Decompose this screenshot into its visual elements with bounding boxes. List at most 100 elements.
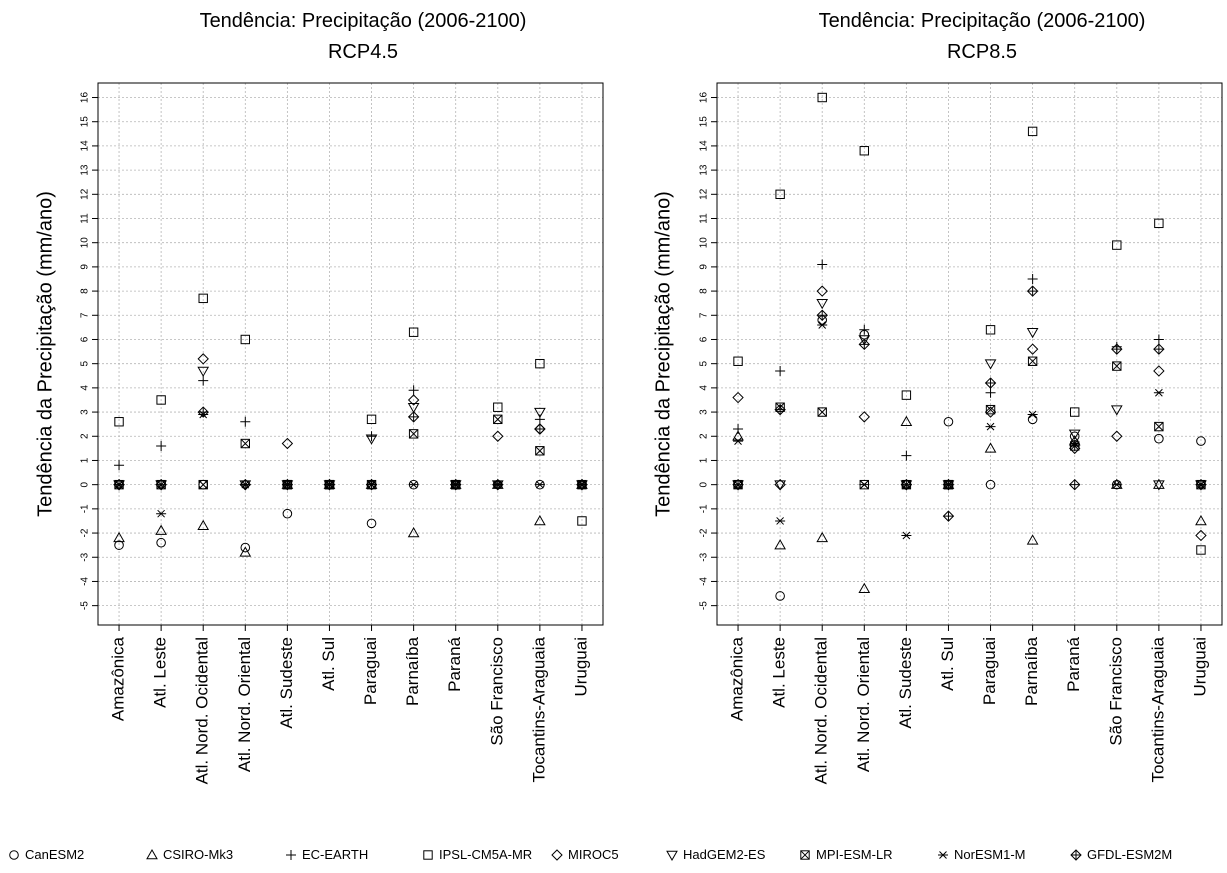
data-point bbox=[407, 527, 420, 538]
y-tick-label: -5 bbox=[699, 601, 710, 610]
data-point bbox=[492, 430, 504, 442]
plot-frame bbox=[97, 82, 604, 626]
data-point bbox=[240, 438, 250, 449]
y-tick-label: 5 bbox=[80, 360, 91, 366]
y-tick-label: -1 bbox=[80, 504, 91, 513]
chart-panel-0: Tendência: Precipitação (2006-2100) RCP4.… bbox=[34, 10, 604, 784]
y-tick-label: 0 bbox=[699, 481, 710, 487]
data-point bbox=[365, 434, 378, 445]
data-point bbox=[113, 478, 125, 491]
data-point bbox=[1026, 285, 1039, 297]
data-point bbox=[156, 395, 166, 405]
y-tick-label: 8 bbox=[699, 288, 710, 294]
legend-label: MPI-ESM-LR bbox=[816, 847, 893, 862]
data-point bbox=[859, 324, 870, 335]
data-point bbox=[240, 416, 251, 427]
data-point bbox=[197, 366, 210, 377]
data-point bbox=[407, 411, 420, 423]
data-point bbox=[408, 429, 419, 439]
y-tick-label: 11 bbox=[80, 213, 91, 224]
y-tick-label: 14 bbox=[699, 140, 710, 152]
data-point bbox=[901, 531, 912, 540]
y-tick-label: -2 bbox=[699, 528, 710, 537]
x-category-label: São Francisco bbox=[487, 637, 506, 746]
y-tick-label: 15 bbox=[699, 116, 710, 128]
data-point bbox=[366, 518, 377, 529]
x-category-label: Atl. Leste bbox=[151, 637, 170, 708]
x-category-label: Paraguai bbox=[361, 637, 380, 705]
data-point bbox=[408, 327, 419, 337]
data-point bbox=[1112, 240, 1122, 250]
y-tick-label: -1 bbox=[699, 504, 710, 513]
data-point bbox=[733, 424, 744, 435]
y-tick-label: 9 bbox=[699, 264, 710, 270]
y-tick-label: 12 bbox=[699, 188, 710, 200]
data-point bbox=[239, 546, 252, 557]
x-category-label: Parnaíba bbox=[1022, 636, 1041, 706]
data-point bbox=[900, 478, 913, 491]
data-point bbox=[816, 531, 829, 543]
y-tick-label: 2 bbox=[699, 433, 710, 439]
data-point bbox=[985, 387, 996, 398]
data-point bbox=[1026, 534, 1039, 545]
legend-symbol bbox=[423, 850, 433, 860]
legend: CanESM2 CSIRO-Mk3 EC-EARTH IPSL-CM5A-MR MIRO… bbox=[9, 847, 1172, 862]
y-tick-label: 4 bbox=[80, 385, 91, 391]
data-point bbox=[240, 542, 251, 553]
data-point bbox=[535, 446, 545, 456]
y-tick-label: 8 bbox=[80, 288, 91, 294]
data-point bbox=[942, 510, 955, 522]
legend-label: HadGEM2-ES bbox=[683, 847, 766, 862]
data-point bbox=[1195, 478, 1207, 491]
x-category-label: Uruguai bbox=[1190, 637, 1209, 697]
data-point bbox=[774, 403, 786, 416]
y-tick-label: 9 bbox=[80, 264, 91, 270]
x-category-label: Amazônica bbox=[109, 636, 128, 721]
y-tick-label: -3 bbox=[80, 552, 91, 561]
y-tick-label: 14 bbox=[80, 140, 91, 152]
data-point bbox=[1069, 439, 1080, 448]
data-point bbox=[985, 325, 996, 335]
legend-symbol bbox=[286, 850, 296, 860]
data-point bbox=[365, 478, 378, 491]
data-point bbox=[1112, 361, 1122, 371]
data-point bbox=[1068, 429, 1081, 440]
data-point bbox=[113, 531, 125, 543]
y-tick-label: -5 bbox=[80, 601, 91, 610]
data-point bbox=[534, 480, 545, 489]
data-point bbox=[1195, 529, 1207, 542]
data-point bbox=[1196, 436, 1206, 446]
data-point bbox=[577, 516, 587, 526]
y-tick-label: 13 bbox=[699, 164, 710, 176]
data-point bbox=[733, 356, 743, 366]
data-point bbox=[156, 537, 166, 548]
data-point bbox=[1027, 273, 1038, 284]
data-point bbox=[1111, 480, 1122, 489]
data-point bbox=[1153, 478, 1165, 489]
y-tick-label: 3 bbox=[699, 409, 710, 415]
legend-symbol bbox=[800, 850, 810, 860]
data-point bbox=[534, 423, 546, 435]
data-point bbox=[408, 385, 419, 396]
data-point bbox=[774, 480, 786, 491]
legend-label: CanESM2 bbox=[25, 847, 84, 862]
plot-frame bbox=[716, 82, 1223, 626]
data-point bbox=[534, 414, 545, 425]
y-axis-label: Tendência da Precipitação (mm/ano) bbox=[34, 191, 56, 517]
x-category-label: Paraná bbox=[445, 636, 464, 691]
data-point bbox=[1026, 343, 1039, 355]
data-point bbox=[984, 406, 997, 418]
y-tick-label: 4 bbox=[699, 385, 710, 391]
data-point bbox=[114, 417, 124, 427]
data-point bbox=[733, 437, 744, 445]
y-tick-label: 10 bbox=[80, 237, 91, 249]
data-point bbox=[323, 478, 336, 491]
legend-symbol bbox=[146, 848, 158, 860]
data-point bbox=[775, 365, 786, 376]
data-point bbox=[943, 416, 954, 427]
data-point bbox=[1153, 388, 1164, 397]
data-point bbox=[1069, 431, 1080, 442]
data-point bbox=[281, 478, 294, 491]
data-point bbox=[775, 517, 786, 525]
